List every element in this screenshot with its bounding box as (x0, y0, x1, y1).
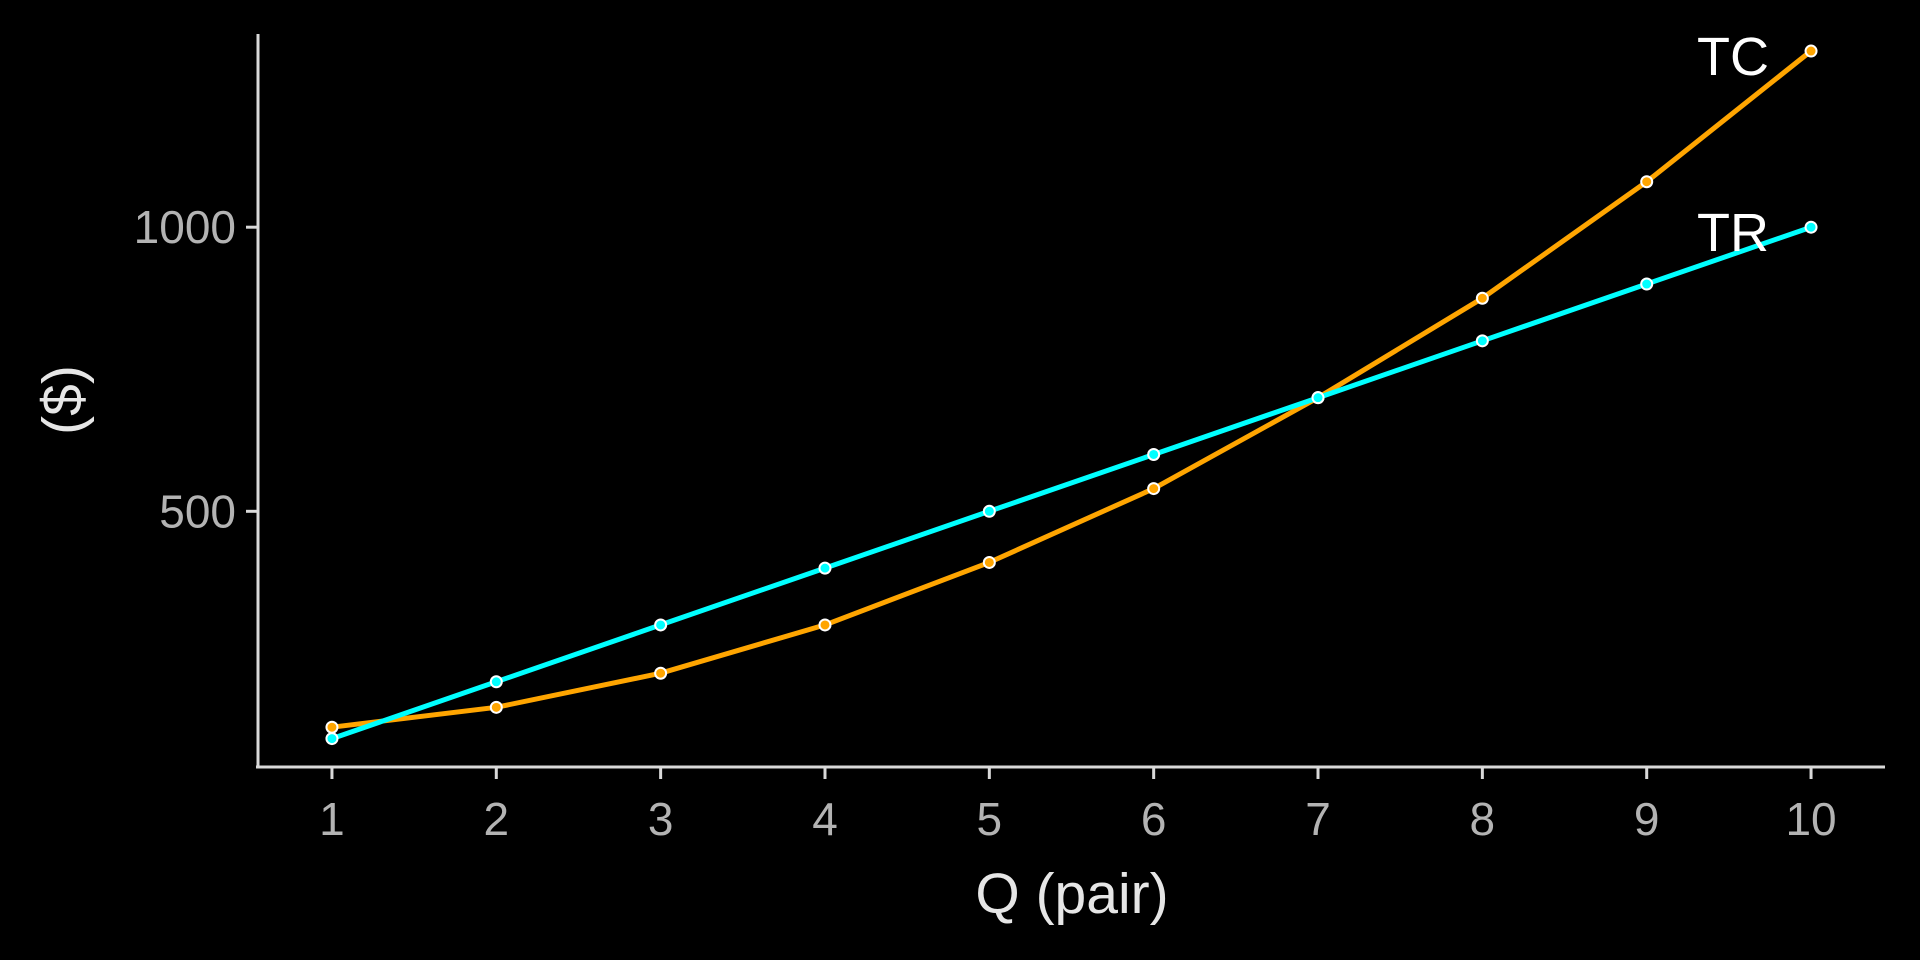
data-point-tc (654, 666, 668, 680)
x-tick-label: 4 (812, 793, 838, 845)
series-label-tr: TR (1697, 203, 1769, 263)
x-ticks: 1 2 3 4 5 6 7 8 9 10 (319, 767, 1837, 845)
series-tr: TR (325, 203, 1818, 746)
x-tick-label: 1 (319, 793, 345, 845)
series-line-tr (329, 224, 1814, 742)
data-point-tc (818, 618, 832, 632)
x-tick-label: 2 (484, 793, 510, 845)
series-label-tc: TC (1697, 27, 1769, 87)
data-point-tc (982, 555, 996, 569)
y-tick-label: 500 (159, 485, 236, 537)
x-tick-label: 5 (977, 793, 1003, 845)
data-point-tc (1640, 175, 1654, 189)
x-tick-label: 6 (1141, 793, 1167, 845)
y-ticks: 500 1000 (134, 201, 258, 537)
x-tick-label: 8 (1470, 793, 1496, 845)
data-point-tr (1804, 220, 1818, 234)
data-point-tc (325, 720, 339, 734)
plot-series: TC TR (325, 27, 1818, 746)
data-point-tr (818, 561, 832, 575)
data-point-tc (1475, 291, 1489, 305)
data-point-tr (1147, 447, 1161, 461)
x-tick-label: 3 (648, 793, 674, 845)
data-point-tr (1640, 277, 1654, 291)
x-axis: 1 2 3 4 5 6 7 8 9 10 (256, 765, 1885, 845)
data-point-tr (982, 504, 996, 518)
data-point-tc (1804, 44, 1818, 58)
series-line-tc (329, 48, 1814, 730)
y-axis: 500 1000 (134, 34, 260, 767)
data-point-tr (489, 675, 503, 689)
y-tick-label: 1000 (134, 201, 236, 253)
data-point-tr (325, 732, 339, 746)
data-point-tr (1311, 391, 1325, 405)
x-tick-label: 9 (1634, 793, 1660, 845)
x-axis-title: Q (pair) (975, 862, 1168, 926)
y-axis-title: ($) (31, 365, 95, 435)
data-point-tc (489, 700, 503, 714)
data-point-tr (654, 618, 668, 632)
x-tick-label: 10 (1785, 793, 1836, 845)
series-tc: TC (325, 27, 1818, 734)
data-point-tc (1147, 482, 1161, 496)
data-point-tr (1475, 334, 1489, 348)
x-tick-label: 7 (1305, 793, 1331, 845)
